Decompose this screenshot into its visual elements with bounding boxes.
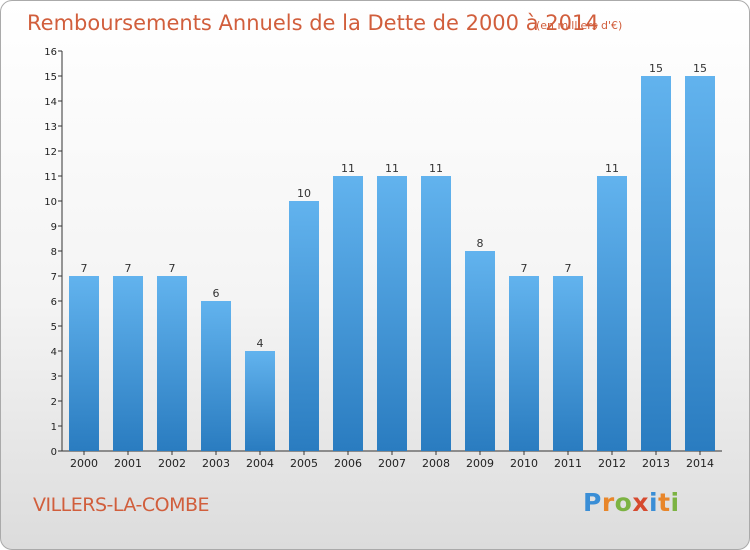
bar-2002: [157, 276, 187, 451]
bar-2007: [377, 176, 407, 451]
bar-value-label-2002: 7: [169, 262, 176, 275]
x-tick-label-2011: 2011: [554, 457, 582, 470]
bar-value-label-2005: 10: [297, 187, 311, 200]
y-tick-label: 7: [51, 272, 57, 283]
y-tick-label: 8: [51, 247, 57, 258]
bar-value-label-2009: 8: [477, 237, 484, 250]
y-tick-label: 0: [51, 447, 57, 458]
bar-2012: [597, 176, 627, 451]
bar-2014: [685, 76, 715, 451]
x-tick-label-2007: 2007: [378, 457, 406, 470]
y-tick-label: 13: [44, 122, 57, 133]
chart-subtitle: (en milliers d'€): [536, 19, 622, 32]
brand-logo-letter: i: [670, 488, 680, 517]
bar-value-label-2001: 7: [125, 262, 132, 275]
bar-2001: [113, 276, 143, 451]
brand-logo-letter: i: [649, 488, 659, 517]
x-tick-label-2005: 2005: [290, 457, 318, 470]
x-tick-label-2002: 2002: [158, 457, 186, 470]
bar-2010: [509, 276, 539, 451]
y-tick-label: 12: [44, 147, 57, 158]
x-tick-label-2010: 2010: [510, 457, 538, 470]
brand-logo-letter: P: [583, 488, 602, 517]
bar-value-label-2008: 11: [429, 162, 443, 175]
y-tick-label: 1: [51, 422, 57, 433]
bar-value-label-2013: 15: [649, 62, 663, 75]
bar-value-label-2007: 11: [385, 162, 399, 175]
y-tick-label: 15: [44, 72, 57, 83]
x-tick-label-2014: 2014: [686, 457, 714, 470]
x-tick-label-2009: 2009: [466, 457, 494, 470]
commune-name: VILLERS-LA-COMBE: [33, 494, 210, 516]
x-tick-label-2001: 2001: [114, 457, 142, 470]
bar-2006: [333, 176, 363, 451]
bars: 7 7 7 6 4 10 11 11 11 8 7 7 11 15 15: [69, 62, 715, 451]
x-tick-label-2006: 2006: [334, 457, 362, 470]
y-tick-label: 16: [44, 47, 57, 58]
chart-title: Remboursements Annuels de la Dette de 20…: [27, 11, 599, 35]
brand-logo-letter: o: [614, 488, 633, 517]
bar-2000: [69, 276, 99, 451]
bar-2011: [553, 276, 583, 451]
x-tick-label-2013: 2013: [642, 457, 670, 470]
bar-2013: [641, 76, 671, 451]
y-tick-label: 3: [51, 372, 57, 383]
y-tick-label: 10: [44, 197, 57, 208]
bar-value-label-2011: 7: [565, 262, 572, 275]
bar-value-label-2006: 11: [341, 162, 355, 175]
bar-2003: [201, 301, 231, 451]
bar-2004: [245, 351, 275, 451]
bar-value-label-2004: 4: [257, 337, 264, 350]
y-tick-label: 14: [44, 97, 57, 108]
brand-logo-letter: t: [658, 488, 671, 517]
x-tick-label-2000: 2000: [70, 457, 98, 470]
x-tick-label-2012: 2012: [598, 457, 626, 470]
bar-2009: [465, 251, 495, 451]
y-tick-label: 6: [51, 297, 57, 308]
bar-value-label-2014: 15: [693, 62, 707, 75]
bar-2008: [421, 176, 451, 451]
x-tick-label-2003: 2003: [202, 457, 230, 470]
bar-2005: [289, 201, 319, 451]
brand-logo-letter: x: [632, 488, 649, 517]
brand-logo-letter: r: [601, 488, 615, 517]
brand-logo: Proxiti: [583, 488, 680, 517]
bar-value-label-2000: 7: [81, 262, 88, 275]
y-tick-label: 2: [51, 397, 57, 408]
y-tick-label: 9: [51, 222, 57, 233]
x-tick-label-2008: 2008: [422, 457, 450, 470]
y-tick-label: 4: [51, 347, 57, 358]
x-tick-label-2004: 2004: [246, 457, 274, 470]
bar-value-label-2003: 6: [213, 287, 220, 300]
bar-value-label-2012: 11: [605, 162, 619, 175]
y-tick-label: 5: [51, 322, 57, 333]
bar-value-label-2010: 7: [521, 262, 528, 275]
y-tick-label: 11: [44, 172, 57, 183]
